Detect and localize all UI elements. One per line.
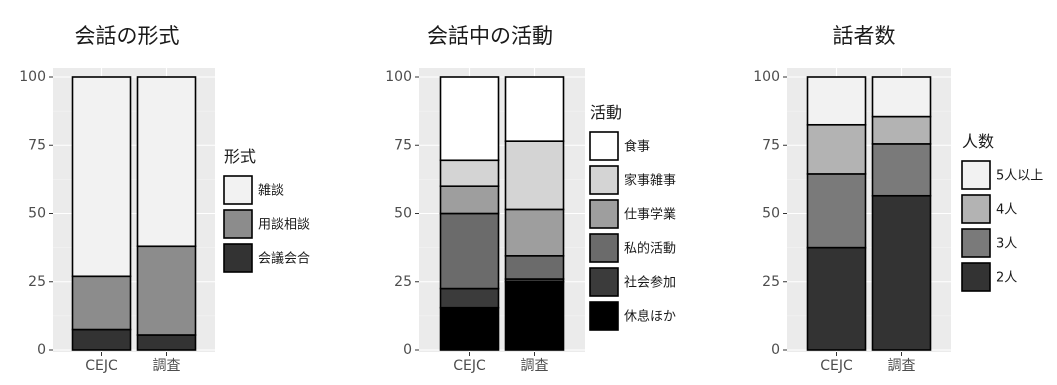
legend: 人数 5人以上 4人 3人 2人 xyxy=(961,132,1043,292)
legend-item: 会議会合 xyxy=(223,243,310,273)
legend-item: 私的活動 xyxy=(589,233,676,263)
y-tick-label: 100 xyxy=(19,69,46,85)
legend-title: 人数 xyxy=(962,132,994,151)
bar-segment xyxy=(439,185,500,215)
legend-label: 雑談 xyxy=(258,183,284,199)
legend-item: 休息ほか xyxy=(589,301,676,331)
legend-swatch xyxy=(589,233,619,263)
bar-segment xyxy=(504,208,565,257)
bar-segment xyxy=(439,76,500,162)
legend-item: 食事 xyxy=(589,131,650,161)
bar-segment xyxy=(806,76,867,126)
y-tick-label: 25 xyxy=(762,274,780,290)
bar-segment xyxy=(439,212,500,290)
legend-swatch xyxy=(223,209,253,239)
legend-label: 2人 xyxy=(996,271,1017,286)
bar-segment xyxy=(806,123,867,175)
chart-panel-3: 話者数 CEJC 調査 0 25 50 75 100 人数 5人以上 4人 3人 2人 xyxy=(753,24,1043,374)
legend-swatch xyxy=(961,160,991,190)
bar-segment xyxy=(871,115,932,145)
bar-segment xyxy=(71,275,132,331)
legend-item: 社会参加 xyxy=(589,267,676,297)
chart-panel-2: 会話中の活動 CEJC 調査 0 25 50 75 100 活動食事家事雑事仕事学業私的活動社会… xyxy=(385,24,676,374)
legend-label: 食事 xyxy=(624,139,650,155)
legend-label: 休息ほか xyxy=(624,309,676,325)
bar-segment xyxy=(504,280,565,351)
legend-swatch xyxy=(961,194,991,224)
chart-title: 会話の形式 xyxy=(75,24,180,48)
legend-swatch xyxy=(223,243,253,273)
bar-segment xyxy=(136,334,197,351)
legend-label: 仕事学業 xyxy=(624,207,676,223)
y-tick-label: 0 xyxy=(771,342,780,358)
y-tick-label: 100 xyxy=(385,69,412,85)
x-tick-label: 調査 xyxy=(888,358,916,374)
legend-label: 3人 xyxy=(996,237,1017,252)
bar-segment xyxy=(439,306,500,351)
legend-label: 用談相談 xyxy=(258,217,310,233)
legend-label: 家事雑事 xyxy=(624,173,676,189)
legend-swatch xyxy=(589,131,619,161)
legend-label: 5人以上 xyxy=(996,169,1043,184)
legend-title: 形式 xyxy=(224,147,256,166)
y-tick-label: 100 xyxy=(753,69,780,85)
y-tick-label: 0 xyxy=(37,342,46,358)
bar-segment xyxy=(504,140,565,211)
y-tick-label: 0 xyxy=(403,342,412,358)
legend-label: 私的活動 xyxy=(624,241,676,257)
legend-swatch xyxy=(589,267,619,297)
x-tick-label: 調査 xyxy=(153,358,181,374)
bar-segment xyxy=(439,287,500,309)
legend-item: 用談相談 xyxy=(223,209,310,239)
bar-segment xyxy=(871,76,932,118)
bar-segment xyxy=(71,76,132,278)
legend-item: 仕事学業 xyxy=(589,199,676,229)
x-tick-label: 調査 xyxy=(521,358,549,374)
legend-item: 雑談 xyxy=(223,175,284,205)
chart-title: 会話中の活動 xyxy=(427,24,553,48)
legend-item: 家事雑事 xyxy=(589,165,676,195)
y-tick-label: 50 xyxy=(28,206,46,222)
legend-item: 4人 xyxy=(961,194,1017,224)
y-tick-label: 50 xyxy=(762,206,780,222)
x-tick-label: CEJC xyxy=(453,358,486,374)
bar-segment xyxy=(806,246,867,351)
legend-swatch xyxy=(961,228,991,258)
y-tick-label: 75 xyxy=(762,137,780,153)
legend-label: 4人 xyxy=(996,203,1017,218)
legend-item: 2人 xyxy=(961,262,1017,292)
legend-swatch xyxy=(589,301,619,331)
bar-segment xyxy=(504,76,565,142)
legend-item: 3人 xyxy=(961,228,1017,258)
x-tick-label: CEJC xyxy=(820,358,853,374)
legend-item: 5人以上 xyxy=(961,160,1043,190)
y-tick-label: 25 xyxy=(394,274,412,290)
bar-segment xyxy=(504,255,565,280)
bar-segment xyxy=(806,173,867,249)
bar-segment xyxy=(871,194,932,351)
y-tick-label: 25 xyxy=(28,274,46,290)
y-tick-label: 50 xyxy=(394,206,412,222)
legend-swatch xyxy=(589,199,619,229)
bar-segment xyxy=(71,328,132,351)
legend-swatch xyxy=(961,262,991,292)
chart-title: 話者数 xyxy=(833,24,896,48)
bar-segment xyxy=(871,143,932,197)
legend-title: 活動 xyxy=(590,103,622,122)
bar-segment xyxy=(136,245,197,336)
legend-swatch xyxy=(223,175,253,205)
x-tick-label: CEJC xyxy=(85,358,118,374)
y-tick-label: 75 xyxy=(28,137,46,153)
legend-label: 会議会合 xyxy=(258,252,310,267)
legend-label: 社会参加 xyxy=(624,275,676,291)
bar-segment xyxy=(439,159,500,187)
y-tick-label: 75 xyxy=(394,137,412,153)
legend-swatch xyxy=(589,165,619,195)
bar-segment xyxy=(136,76,197,248)
